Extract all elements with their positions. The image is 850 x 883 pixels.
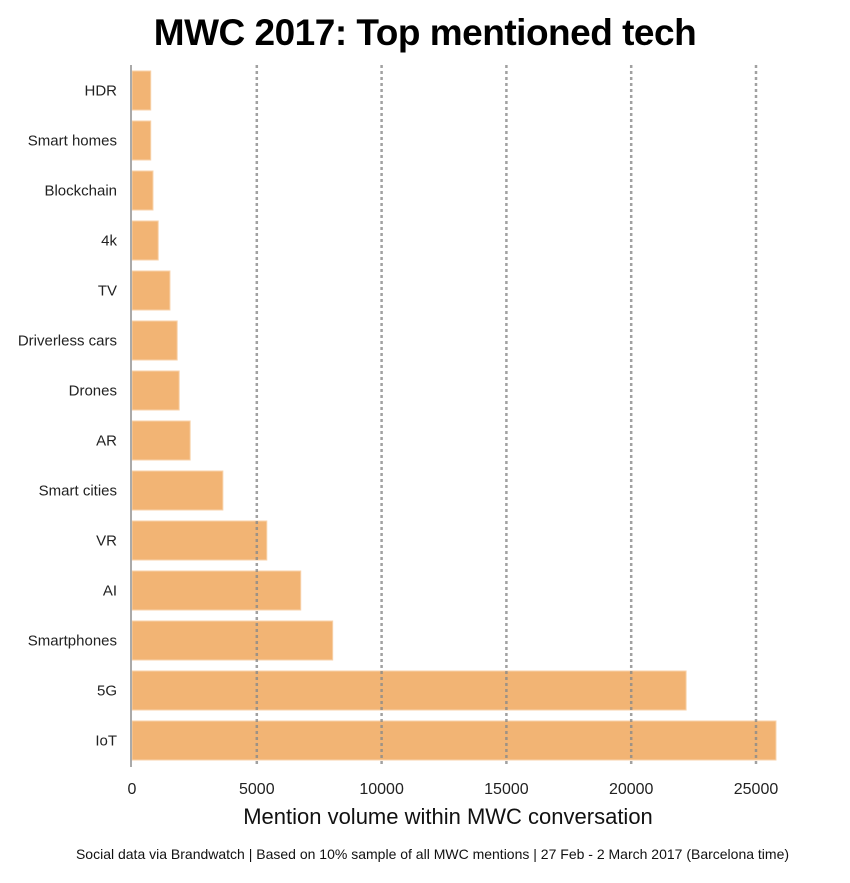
footer-source: Social data via Brandwatch | Based on 10… (75, 846, 790, 862)
x-tick-label: 25000 (734, 781, 779, 798)
category-label: VR (96, 533, 117, 550)
bar-ar (131, 420, 191, 461)
bar-5g (131, 670, 687, 711)
category-label: Drones (69, 383, 117, 400)
bar-smartphones (131, 620, 334, 661)
category-label: IoT (95, 733, 117, 750)
category-label: Smartphones (28, 633, 117, 650)
bar-tv (131, 270, 171, 311)
category-label: HDR (85, 83, 118, 100)
bar-drones (131, 370, 180, 411)
category-label: Driverless cars (18, 333, 117, 350)
chart-title: MWC 2017: Top mentioned tech (153, 12, 697, 53)
bar-ai (131, 570, 302, 611)
x-axis-label: Mention volume within MWC conversation (243, 804, 653, 829)
bar-vr (131, 520, 268, 561)
category-label: Smart cities (39, 483, 117, 500)
bar-hdr (131, 70, 152, 111)
bar-smart-homes (131, 120, 152, 161)
x-tick-label: 10000 (359, 781, 404, 798)
bar-4k (131, 220, 159, 261)
category-label: Blockchain (44, 183, 117, 200)
category-label: AR (96, 433, 117, 450)
category-label: AI (103, 583, 117, 600)
bar-smart-cities (131, 470, 224, 511)
category-label: 4k (101, 233, 117, 250)
bar-driverless-cars (131, 320, 178, 361)
x-tick-label: 5000 (239, 781, 275, 798)
x-tick-label: 20000 (609, 781, 654, 798)
bar-iot (131, 720, 777, 761)
x-tick-label: 15000 (484, 781, 529, 798)
x-tick-label: 0 (128, 781, 137, 798)
bar-blockchain (131, 170, 154, 211)
category-label: 5G (97, 683, 117, 700)
category-label: Smart homes (28, 133, 117, 150)
category-label: TV (98, 283, 117, 300)
